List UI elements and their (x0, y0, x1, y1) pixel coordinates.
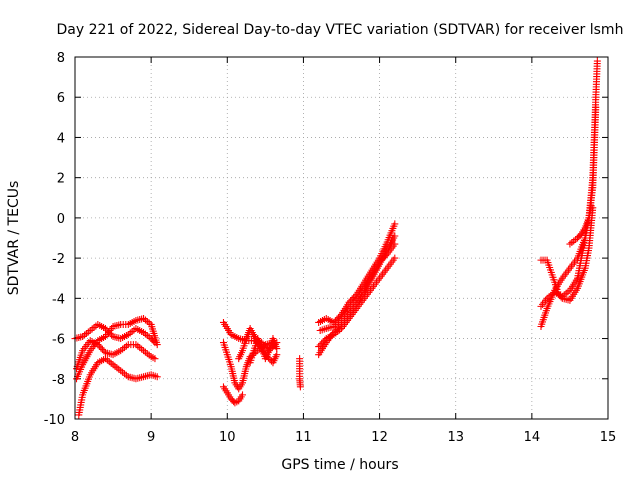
data-point (273, 351, 281, 359)
grid (75, 57, 608, 419)
data-point (315, 343, 323, 351)
y-tick-label: -2 (52, 252, 65, 267)
data-point (153, 341, 161, 349)
data-point (377, 257, 385, 265)
data-point (94, 341, 102, 349)
data-point (391, 232, 399, 240)
x-tick-label: 9 (147, 430, 155, 445)
axis-ticks (74, 56, 609, 420)
y-tick-label: 0 (57, 212, 65, 227)
data-point (318, 339, 326, 347)
series-sat-r (566, 202, 595, 248)
data-point (319, 338, 327, 346)
data-point (101, 325, 109, 332)
data-point (391, 220, 399, 228)
data-point (339, 311, 347, 319)
series-sat-c (75, 355, 161, 419)
series-sat-j (296, 355, 304, 391)
data-point (151, 355, 159, 363)
y-tick-labels: -10 -8 -6 -4 -2 0 2 4 6 8 (44, 51, 65, 428)
x-tick-label: 11 (295, 430, 312, 445)
data-point (593, 57, 601, 65)
series-sat-g (219, 383, 247, 407)
data-point (382, 252, 390, 260)
x-axis-label: GPS time / hours (281, 457, 398, 473)
x-tick-label: 8 (71, 430, 79, 445)
data-point (316, 341, 324, 349)
y-tick-label: 4 (57, 131, 65, 146)
data-point (266, 355, 274, 363)
data-point (344, 306, 352, 314)
data-point (98, 345, 106, 353)
series-sat-p (537, 103, 600, 310)
data-points (71, 57, 601, 419)
data-point (587, 202, 595, 210)
series-sat-n (316, 240, 399, 335)
data-point (341, 309, 349, 317)
data-point (153, 373, 161, 381)
data-point (380, 253, 388, 261)
data-point (391, 240, 399, 248)
series-sat-d (73, 337, 159, 373)
series-sat-a (71, 320, 159, 347)
x-tick-label: 14 (524, 430, 541, 445)
data-point (273, 345, 281, 353)
x-tick-label: 12 (371, 430, 388, 445)
y-tick-label: -6 (52, 333, 65, 348)
series-sat-b (73, 314, 161, 383)
data-point (376, 258, 384, 266)
x-tick-label: 15 (600, 430, 617, 445)
y-tick-label: 6 (57, 91, 65, 106)
y-tick-label: -4 (52, 292, 65, 307)
plot-frame (74, 56, 609, 420)
data-point (391, 254, 399, 262)
y-tick-label: 8 (57, 51, 65, 66)
data-point (338, 312, 345, 320)
y-tick-label: -8 (52, 373, 65, 388)
series-sat-i (246, 335, 281, 367)
data-point (296, 383, 304, 391)
data-point (239, 391, 247, 399)
x-tick-labels: 8 9 10 11 12 13 14 15 (71, 430, 616, 445)
chart-title: Day 221 of 2022, Sidereal Day-to-day VTE… (57, 22, 624, 38)
y-axis-label: SDTVAR / TECUs (6, 181, 22, 296)
data-point (95, 342, 103, 350)
data-point (342, 308, 350, 316)
x-tick-label: 13 (447, 430, 464, 445)
x-tick-label: 10 (219, 430, 236, 445)
series-sat-m (315, 254, 399, 351)
y-tick-label: 2 (57, 172, 65, 187)
data-point (592, 103, 600, 111)
data-point (379, 255, 387, 263)
y-tick-label: -10 (44, 413, 65, 428)
data-point (97, 344, 105, 352)
